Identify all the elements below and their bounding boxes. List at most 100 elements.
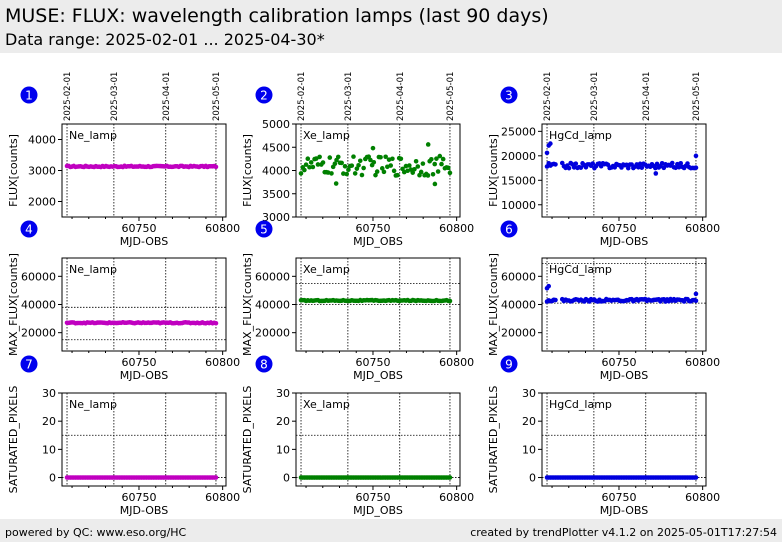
data-point <box>371 159 377 165</box>
data-point <box>342 163 348 169</box>
badge-number: 7 <box>25 358 33 372</box>
x-tick-label: 60750 <box>601 491 636 504</box>
data-point <box>317 154 322 160</box>
y-tick-label: 20000 <box>255 327 290 340</box>
x-tick-label: 60750 <box>355 222 390 235</box>
data-point <box>388 163 394 168</box>
date-tick-label: 2025-04-01 <box>396 72 406 121</box>
data-point <box>344 171 350 177</box>
y-tick-label: 25000 <box>501 125 536 138</box>
data-point <box>432 161 438 167</box>
data-point <box>420 161 426 166</box>
y-axis-label: SATURATED_PIXELS <box>241 386 254 494</box>
x-tick-label: 60800 <box>205 491 240 504</box>
panel-number-badge: 3 <box>500 86 518 104</box>
lamp-label: Xe_lamp <box>303 263 350 276</box>
y-tick-label: 40000 <box>255 299 290 312</box>
data-point <box>315 162 321 167</box>
panel-number-badge: 2 <box>255 86 273 104</box>
data-point <box>359 172 365 178</box>
data-point <box>544 150 550 156</box>
panel-number-badge: 4 <box>20 220 38 238</box>
date-tick-label: 2025-04-01 <box>162 72 172 121</box>
date-tick-label: 2025-02-01 <box>63 72 73 121</box>
data-point <box>693 291 699 297</box>
data-point <box>356 162 361 168</box>
panel-number-badge: 7 <box>20 355 38 373</box>
data-point <box>432 181 438 187</box>
data-point <box>571 165 577 170</box>
y-tick-label: 20 <box>276 415 290 428</box>
y-tick-label: 0 <box>49 472 56 485</box>
data-point <box>357 158 363 164</box>
x-tick-label: 60800 <box>439 356 474 369</box>
y-tick-label: 40000 <box>501 299 536 312</box>
y-tick-label: 3000 <box>262 211 290 224</box>
data-point <box>546 283 551 289</box>
badge-number: 6 <box>505 223 513 237</box>
data-point <box>434 156 439 161</box>
y-tick-label: 30 <box>42 387 56 400</box>
y-tick-label: 10 <box>522 443 536 456</box>
data-point <box>654 161 660 167</box>
x-tick-label: 60750 <box>601 222 636 235</box>
data-point <box>415 164 421 169</box>
x-axis-label: MJD-OBS <box>600 235 648 248</box>
date-tick-label: 2025-02-01 <box>543 72 553 121</box>
data-point <box>693 165 699 171</box>
panel-number-badge: 6 <box>500 220 518 238</box>
panel-number-badge: 9 <box>500 355 518 373</box>
y-tick-label: 20 <box>522 415 536 428</box>
data-point <box>381 169 387 175</box>
y-tick-label: 60000 <box>501 270 536 283</box>
x-tick-label: 60800 <box>685 491 720 504</box>
data-point <box>354 166 360 171</box>
data-point <box>308 160 314 165</box>
data-point <box>439 161 444 167</box>
data-point <box>590 161 596 166</box>
data-point <box>303 162 309 167</box>
data-point <box>320 160 326 165</box>
data-point <box>653 171 659 176</box>
date-tick-label: 2025-05-01 <box>446 72 456 121</box>
data-point <box>213 475 219 480</box>
badge-number: 9 <box>505 358 513 372</box>
data-point <box>333 181 339 186</box>
data-point <box>437 153 443 159</box>
x-axis-label: MJD_OBS <box>353 235 403 248</box>
page-subtitle: Data range: 2025-02-01 ... 2025-04-30* <box>5 30 325 49</box>
x-tick-label: 60750 <box>121 491 156 504</box>
y-tick-label: 20000 <box>21 327 56 340</box>
badge-number: 4 <box>25 223 33 237</box>
panel-number-badge: 1 <box>20 86 38 104</box>
x-axis-label: MJD_OBS <box>353 504 403 517</box>
footer-bar: powered by QC: www.eso.org/HC created by… <box>0 519 782 542</box>
x-axis-label: MJD-OBS <box>120 235 168 248</box>
y-axis-label: MAX_FLUX[counts] <box>241 253 254 356</box>
data-point <box>383 154 388 160</box>
data-point <box>374 169 380 174</box>
data-point <box>637 161 643 167</box>
data-point <box>669 160 675 166</box>
data-point <box>307 164 312 170</box>
badge-circle <box>500 86 518 104</box>
data-point <box>678 160 684 166</box>
data-point <box>370 145 376 151</box>
data-point <box>398 156 404 162</box>
badge-number: 5 <box>260 223 268 237</box>
x-tick-label: 60800 <box>685 356 720 369</box>
data-point <box>673 165 678 171</box>
y-tick-label: 20 <box>42 415 56 428</box>
y-axis-label: FLUX[counts] <box>487 134 500 207</box>
data-point <box>566 165 572 171</box>
date-tick-label: 2025-03-01 <box>344 72 354 121</box>
y-tick-label: 10 <box>276 443 290 456</box>
page-title: MUSE: FLUX: wavelength calibration lamps… <box>5 5 549 27</box>
date-tick-label: 2025-02-01 <box>297 72 307 121</box>
panel-number-badge: 8 <box>255 355 273 373</box>
data-point <box>440 156 446 162</box>
badge-circle <box>255 220 273 238</box>
y-tick-label: 20000 <box>501 150 536 163</box>
data-point <box>445 165 451 171</box>
data-point <box>693 475 699 480</box>
